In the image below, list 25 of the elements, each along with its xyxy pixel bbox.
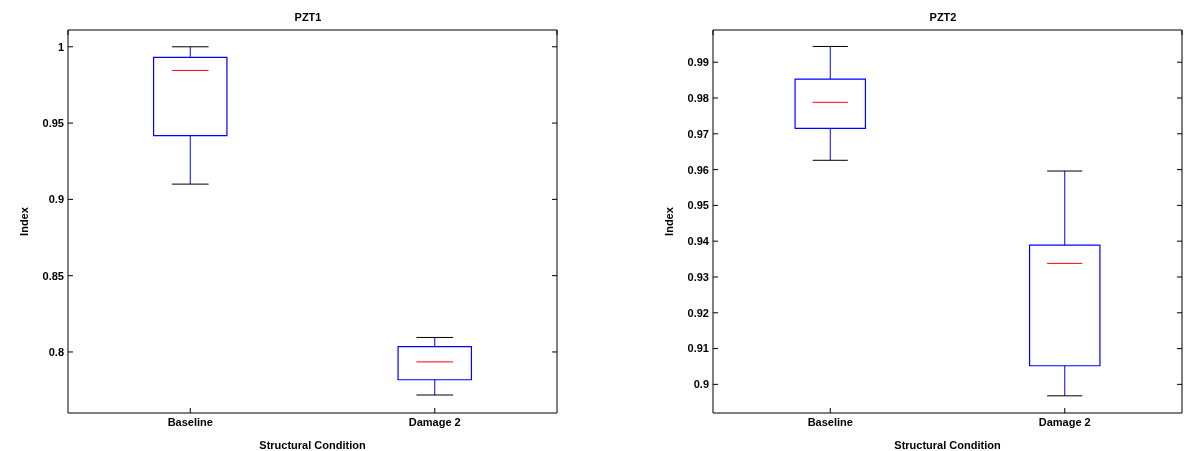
x-tick-label: Baseline (167, 415, 213, 428)
y-axis-title: Index (662, 206, 675, 236)
y-tick-label: 0.96 (687, 163, 709, 176)
y-tick-label: 0.9 (693, 378, 709, 391)
y-tick-label: 0.85 (42, 269, 64, 282)
y-tick-label: 0.98 (687, 91, 709, 104)
y-tick-label: 1 (57, 40, 64, 53)
chart-title: PZT2 (928, 11, 958, 23)
x-tick-label: Damage 2 (408, 415, 461, 428)
x-axis-title: Structural Condition (894, 439, 1001, 451)
y-tick-label: 0.99 (687, 56, 709, 69)
y-tick-label: 0.91 (687, 342, 709, 355)
x-tick-label: Damage 2 (1038, 415, 1091, 428)
x-tick-label: Baseline (807, 415, 853, 428)
y-tick-label: 0.95 (42, 116, 64, 129)
x-axis-title: Structural Condition (259, 439, 366, 451)
y-tick-label: 0.97 (687, 127, 709, 140)
y-tick-label: 0.94 (687, 235, 710, 248)
y-tick-label: 0.9 (48, 193, 64, 206)
y-tick-label: 0.95 (687, 199, 709, 212)
y-tick-label: 0.92 (687, 306, 709, 319)
chart-title: PZT1 (293, 11, 323, 23)
y-tick-label: 0.93 (687, 270, 709, 283)
y-axis-title: Index (17, 206, 30, 236)
y-tick-label: 0.8 (48, 345, 64, 358)
